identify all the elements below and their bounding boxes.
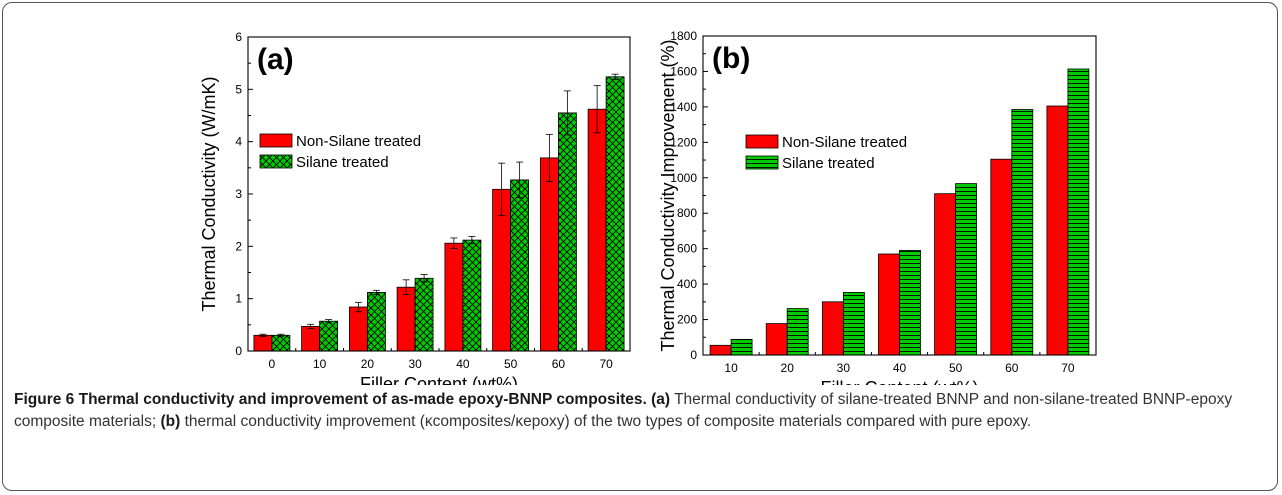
legend-label-non-silane: Non-Silane treated bbox=[296, 133, 421, 150]
caption-b-tag: (b) bbox=[160, 413, 181, 430]
bar-non-silane bbox=[765, 323, 788, 356]
bar-silane bbox=[899, 249, 921, 356]
y-tick-label: 200 bbox=[677, 313, 697, 327]
y-tick-label: 0 bbox=[690, 348, 697, 362]
x-tick-label: 70 bbox=[599, 357, 613, 371]
bar-silane bbox=[414, 277, 434, 352]
y-tick-label: 1 bbox=[235, 292, 242, 306]
caption-a-text: Thermal conductivity of silane-treated B… bbox=[14, 391, 1233, 430]
caption-b-text: thermal conductivity improvement (κcompo… bbox=[184, 413, 1032, 430]
x-tick-label: 10 bbox=[313, 357, 327, 371]
x-tick-label: 30 bbox=[408, 357, 422, 371]
x-tick-label: 20 bbox=[781, 361, 795, 375]
x-tick-label: 40 bbox=[456, 357, 470, 371]
bar-non-silane bbox=[709, 344, 732, 356]
chart-panel-b: 0 200 400 600 800 1000 1200 1400 1600 1800 10 20 30 4… bbox=[658, 29, 1097, 385]
x-axis-label: Filler Content (wt%) bbox=[360, 374, 518, 385]
legend-label-non-silane: Non-Silane treated bbox=[782, 134, 907, 151]
y-tick-label: 1200 bbox=[670, 135, 697, 149]
x-tick-label: 30 bbox=[837, 361, 851, 375]
x-tick-label: 10 bbox=[724, 361, 738, 375]
x-tick-label: 60 bbox=[552, 357, 566, 371]
bar-silane bbox=[1011, 109, 1034, 356]
bar-non-silane bbox=[934, 193, 956, 356]
x-tick-label: 20 bbox=[361, 357, 375, 371]
y-tick-label: 5 bbox=[235, 82, 242, 96]
y-tick-label: 2 bbox=[235, 239, 242, 253]
panel-label: (b) bbox=[712, 42, 750, 75]
caption-a-tag: (a) bbox=[651, 391, 671, 408]
bar-non-silane bbox=[540, 157, 559, 352]
y-tick-label: 400 bbox=[677, 277, 697, 291]
x-tick-label: 70 bbox=[1061, 361, 1075, 375]
bar-silane bbox=[271, 334, 291, 352]
bar-silane bbox=[786, 308, 809, 356]
bar-non-silane bbox=[990, 158, 1013, 356]
y-tick-label: 600 bbox=[677, 242, 697, 256]
bar-non-silane bbox=[348, 306, 368, 352]
bar-non-silane bbox=[444, 242, 464, 352]
bar-silane bbox=[319, 320, 339, 352]
bar-non-silane bbox=[587, 108, 607, 352]
x-tick-label: 60 bbox=[1005, 361, 1019, 375]
caption-label: Figure 6 bbox=[14, 391, 75, 408]
x-tick-label: 50 bbox=[949, 361, 963, 375]
x-tick-label: 0 bbox=[269, 357, 276, 371]
bar-non-silane bbox=[822, 301, 844, 356]
bar-silane bbox=[462, 239, 482, 352]
y-tick-label: 4 bbox=[235, 135, 242, 149]
bar-silane bbox=[1067, 68, 1090, 356]
bar-silane bbox=[843, 291, 865, 356]
y-tick-label: 1600 bbox=[670, 64, 697, 78]
figure-caption: Figure 6 Thermal conductivity and improv… bbox=[14, 389, 1266, 433]
bar-silane bbox=[510, 179, 530, 352]
bar-non-silane bbox=[253, 334, 273, 352]
legend-label-silane: Silane treated bbox=[296, 154, 389, 171]
y-tick-label: 1400 bbox=[670, 100, 697, 114]
bar-silane bbox=[605, 76, 625, 352]
x-tick-label: 40 bbox=[893, 361, 907, 375]
bar-silane bbox=[730, 338, 753, 356]
panel-label: (a) bbox=[257, 43, 294, 76]
bar-silane bbox=[366, 291, 386, 352]
legend-label-silane: Silane treated bbox=[782, 155, 875, 172]
y-tick-label: 800 bbox=[677, 206, 697, 220]
bar-silane bbox=[558, 112, 577, 352]
bar-silane bbox=[955, 183, 977, 356]
legend-swatch-non-silane bbox=[259, 133, 293, 148]
bar-non-silane bbox=[301, 325, 321, 352]
legend-swatch-non-silane bbox=[745, 134, 779, 149]
y-axis-label: Thermal Conductivity (W/mK) bbox=[199, 76, 219, 311]
x-tick-label: 50 bbox=[504, 357, 518, 371]
bar-non-silane bbox=[396, 286, 416, 352]
legend-swatch-silane bbox=[745, 155, 779, 170]
bar-non-silane bbox=[1046, 105, 1069, 356]
y-tick-label: 1800 bbox=[670, 29, 697, 43]
y-tick-label: 0 bbox=[235, 344, 242, 358]
y-tick-label: 3 bbox=[235, 187, 242, 201]
caption-title: Thermal conductivity and improvement of … bbox=[78, 391, 647, 408]
bar-non-silane bbox=[878, 253, 900, 356]
legend-swatch-silane bbox=[259, 154, 293, 169]
y-tick-label: 1000 bbox=[670, 171, 697, 185]
x-axis-label: Filler Content (wt%) bbox=[820, 378, 978, 385]
y-axis-label: Thermal Conductivity Improvement (%) bbox=[658, 39, 678, 351]
y-tick-label: 6 bbox=[235, 30, 242, 44]
